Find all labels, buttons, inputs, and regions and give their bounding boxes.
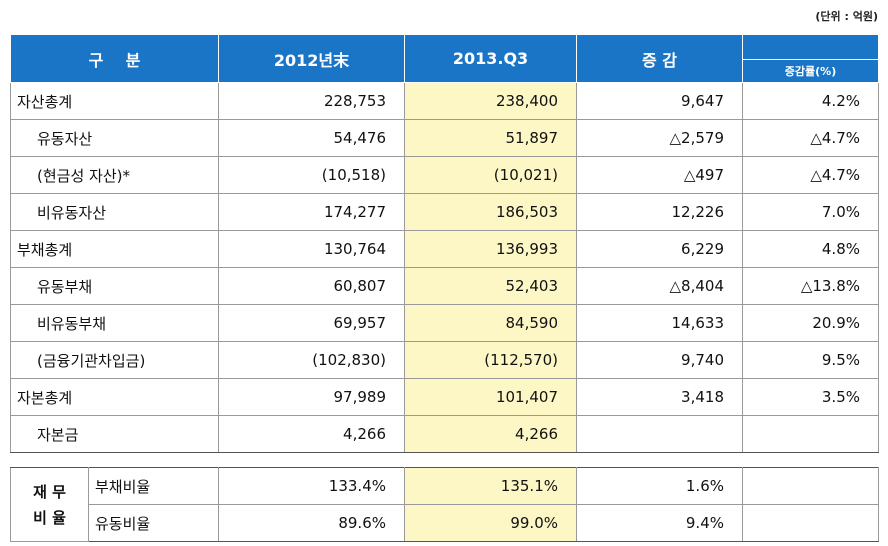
table-row: 유동부채 60,807 52,403 △8,404 △13.8% (10, 267, 879, 305)
ratio-value-rate (742, 504, 879, 542)
ratio-value-change: 1.6% (576, 467, 743, 505)
value-rate: 9.5% (742, 341, 879, 379)
value-2013: 136,993 (404, 230, 577, 268)
unit-label: (단위 : 억원) (815, 10, 878, 23)
ratio-category: 재 무 비 율 (10, 467, 89, 542)
value-rate: 3.5% (742, 378, 879, 416)
header-2012: 2012년末 (218, 34, 405, 83)
value-change: 3,418 (576, 378, 743, 416)
header-change: 증 감 (576, 34, 743, 83)
ratio-table: 재 무 비 율 부채비율 133.4% 135.1% 1.6% 유동비율 89.6% 99.0… (10, 467, 879, 542)
value-rate: 4.2% (742, 82, 879, 120)
header-change-rate: 증감률(%) (742, 59, 879, 83)
value-change: △497 (576, 156, 743, 194)
row-label: 유동자산 (10, 119, 219, 157)
value-rate: △13.8% (742, 267, 879, 305)
value-2012: 60,807 (218, 267, 405, 305)
value-2013: (112,570) (404, 341, 577, 379)
row-label: 자본총계 (10, 378, 219, 416)
table-row: 유동자산 54,476 51,897 △2,579 △4.7% (10, 119, 879, 157)
value-change: 9,647 (576, 82, 743, 120)
value-2012: 174,277 (218, 193, 405, 231)
value-change: 12,226 (576, 193, 743, 231)
value-2012: 130,764 (218, 230, 405, 268)
row-label: 비유동자산 (10, 193, 219, 231)
value-2012: 97,989 (218, 378, 405, 416)
value-change (576, 415, 743, 453)
value-2012: 228,753 (218, 82, 405, 120)
value-2013: (10,021) (404, 156, 577, 194)
ratio-value-change: 9.4% (576, 504, 743, 542)
table-row: 비유동부채 69,957 84,590 14,633 20.9% (10, 304, 879, 342)
value-rate: △4.7% (742, 119, 879, 157)
value-2013: 238,400 (404, 82, 577, 120)
row-label: 비유동부채 (10, 304, 219, 342)
row-label: 유동부채 (10, 267, 219, 305)
value-rate: △4.7% (742, 156, 879, 194)
value-2012: 69,957 (218, 304, 405, 342)
value-rate (742, 415, 879, 453)
ratio-value-2013: 99.0% (404, 504, 577, 542)
value-change: 14,633 (576, 304, 743, 342)
value-2013: 186,503 (404, 193, 577, 231)
ratio-value-2012: 89.6% (218, 504, 405, 542)
value-change: △8,404 (576, 267, 743, 305)
table-row: 재 무 비 율 부채비율 133.4% 135.1% 1.6% (10, 467, 879, 542)
value-2013: 101,407 (404, 378, 577, 416)
row-label: 부채총계 (10, 230, 219, 268)
value-change: △2,579 (576, 119, 743, 157)
value-2013: 4,266 (404, 415, 577, 453)
table-row: 유동비율 89.6% 99.0% 9.4% (11, 504, 879, 542)
table-row: 부채총계 130,764 136,993 6,229 4.8% (10, 230, 879, 268)
table-row: 자산총계 228,753 238,400 9,647 4.2% (10, 82, 879, 120)
table-row: 자본금 4,266 4,266 (10, 415, 879, 453)
header-2013: 2013.Q3 (404, 34, 577, 83)
value-2013: 52,403 (404, 267, 577, 305)
table-row: (현금성 자산)* (10,518) (10,021) △497 △4.7% (10, 156, 879, 194)
row-label: 자본금 (10, 415, 219, 453)
row-label: (금융기관차입금) (10, 341, 219, 379)
value-change: 6,229 (576, 230, 743, 268)
table-row: 비유동자산 174,277 186,503 12,226 7.0% (10, 193, 879, 231)
value-rate: 20.9% (742, 304, 879, 342)
value-rate: 4.8% (742, 230, 879, 268)
balance-sheet-table: 구 분 2012년末 2013.Q3 증 감 증감률(%) 자산총계 228,75… (10, 34, 879, 453)
table-row: (금융기관차입금) (102,830) (112,570) 9,740 9.5% (10, 341, 879, 379)
value-2012: (10,518) (218, 156, 405, 194)
ratio-label: 유동비율 (88, 504, 219, 542)
value-2013: 84,590 (404, 304, 577, 342)
value-2013: 51,897 (404, 119, 577, 157)
row-label: (현금성 자산)* (10, 156, 219, 194)
value-2012: 4,266 (218, 415, 405, 453)
value-rate: 7.0% (742, 193, 879, 231)
header-empty (742, 34, 879, 60)
value-2012: 54,476 (218, 119, 405, 157)
row-label: 자산총계 (10, 82, 219, 120)
value-2012: (102,830) (218, 341, 405, 379)
table-row: 자본총계 97,989 101,407 3,418 3.5% (10, 378, 879, 416)
header-category: 구 분 (10, 34, 219, 83)
ratio-value-2013: 135.1% (404, 467, 577, 505)
value-change: 9,740 (576, 341, 743, 379)
ratio-value-2012: 133.4% (218, 467, 405, 505)
ratio-label: 부채비율 (88, 467, 219, 505)
ratio-value-rate (742, 467, 879, 505)
